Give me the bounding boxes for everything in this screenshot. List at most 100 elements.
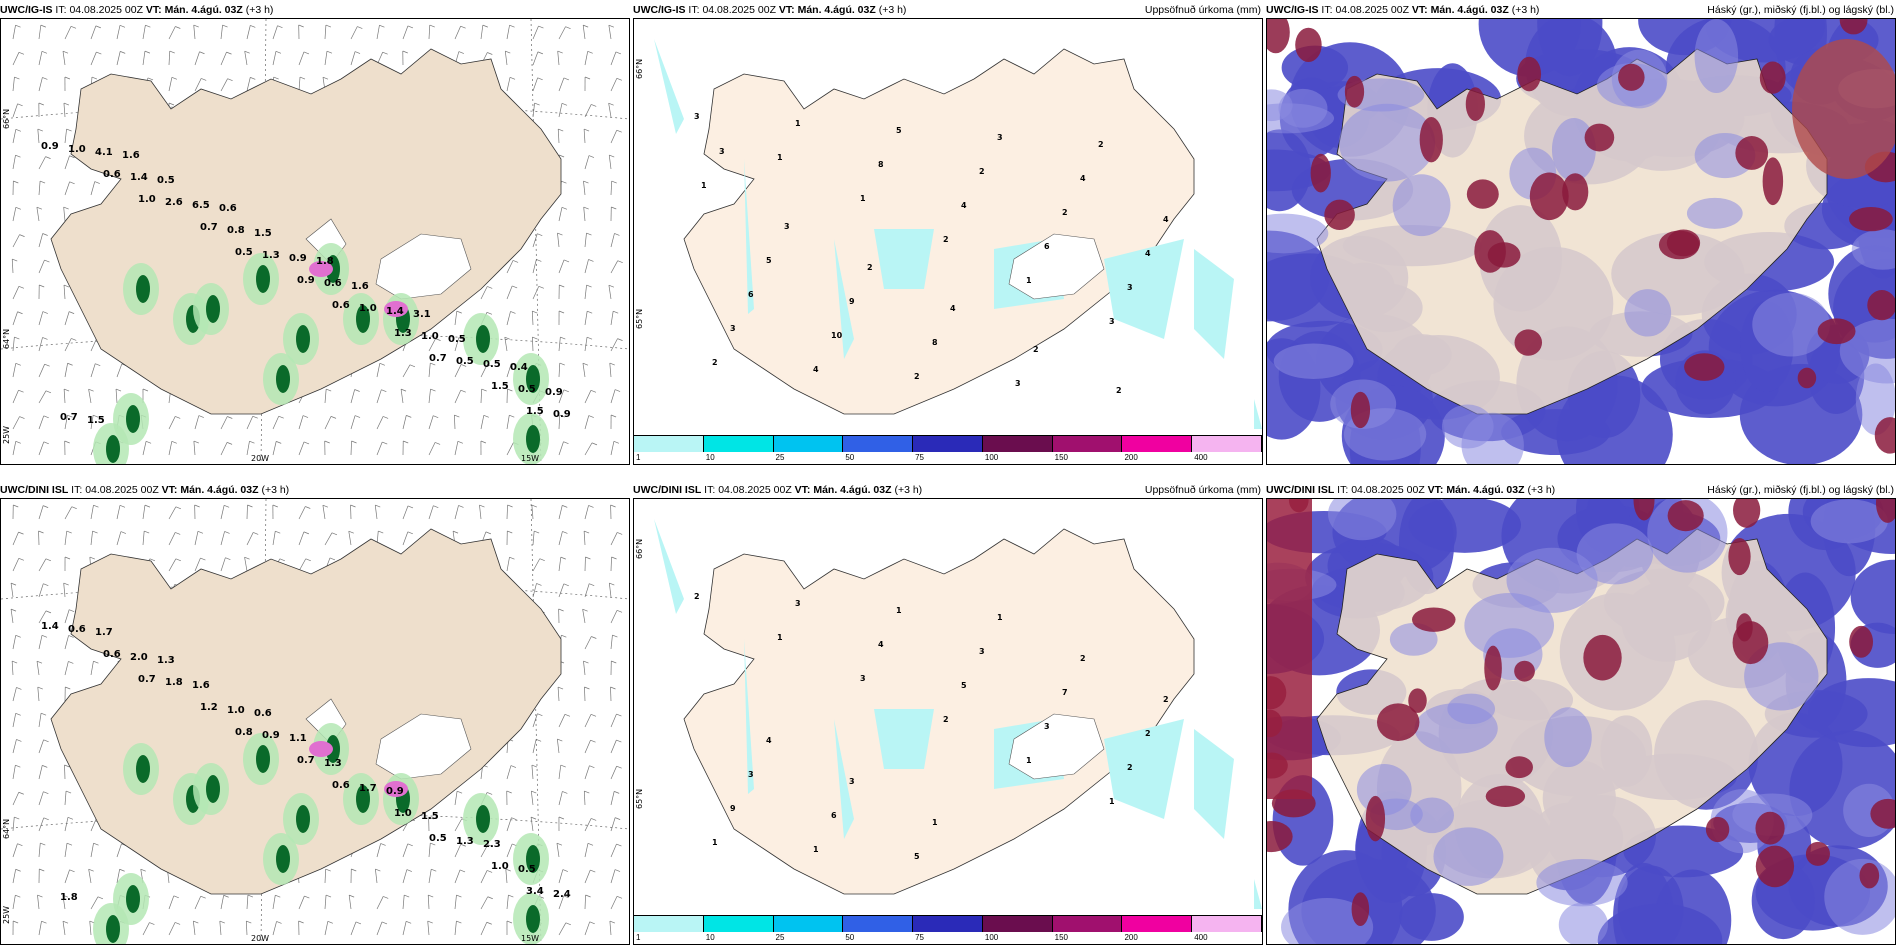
it-label: IT: <box>1337 484 1349 496</box>
mid-cloud-area <box>1744 642 1819 711</box>
wind-barb-flag <box>460 843 466 847</box>
wind-barb-flag <box>145 441 152 444</box>
wind-barb-flag <box>505 50 511 54</box>
precip-value-label: 1.0 <box>394 808 412 819</box>
wind-barb-flag <box>200 557 206 561</box>
wind-barb <box>532 583 537 598</box>
wind-barb-flag <box>617 532 623 535</box>
wind-barb <box>324 868 327 884</box>
wind-barb <box>246 532 254 546</box>
low-cloud-area <box>1267 129 1311 212</box>
precip-value-label: 1.0 <box>227 705 245 716</box>
wind-barb-flag <box>616 610 623 613</box>
colorbar-cell <box>773 916 844 932</box>
precip-value-label: 10 <box>831 331 843 340</box>
wind-barb <box>12 337 15 352</box>
wind-barb <box>584 765 590 780</box>
wind-barb-flag <box>15 154 21 158</box>
wind-barb-flag <box>591 818 597 821</box>
wind-barb-flag <box>537 77 543 81</box>
wind-barb <box>63 207 66 222</box>
wind-barb-flag <box>536 583 542 586</box>
colorbar-cells <box>634 916 1262 932</box>
wind-barb <box>348 531 352 546</box>
precip-value-label: 2 <box>1145 729 1151 738</box>
iceland-land <box>683 528 1195 895</box>
wind-barb-flag <box>609 582 615 586</box>
high-cloud-area <box>1684 353 1725 381</box>
wind-barb-flag <box>614 389 621 392</box>
wind-barb <box>38 51 43 66</box>
wind-barb-flag <box>12 258 18 262</box>
precip-value-label: 4 <box>766 736 772 745</box>
colorbar-cell <box>1192 916 1262 932</box>
precip-labels: 0.91.00.50.60.71.50.60.70.91.31.51.02.61… <box>41 141 571 426</box>
wind-barb <box>531 765 534 780</box>
colorbar-cell <box>1052 916 1123 932</box>
lat-label-64: 64°N <box>2 819 11 839</box>
precip-value-label: 4 <box>950 304 956 313</box>
it-value: 04.08.2025 00Z <box>1335 4 1409 16</box>
wind-barb-flag <box>13 920 19 924</box>
wind-barb-flag <box>168 102 175 106</box>
wind-barb <box>583 531 586 546</box>
wind-barb <box>90 25 97 40</box>
wind-barb <box>506 557 510 572</box>
wind-barb-flag <box>588 505 594 508</box>
wind-barb <box>584 740 591 754</box>
wind-barb-flag <box>586 232 592 236</box>
precip-value-label: 1.3 <box>262 250 280 261</box>
wind-barb <box>298 415 304 430</box>
wind-barb-flag <box>244 50 250 54</box>
wind-barb-flag <box>324 440 330 444</box>
wind-barb-flag <box>610 504 616 508</box>
precip-value-label: 5 <box>961 681 967 690</box>
wind-barb-flag <box>454 414 460 418</box>
colorbar-tick: 100 <box>984 453 999 462</box>
wind-barb-flag <box>354 415 361 418</box>
precip-value-label: 0.7 <box>138 674 156 685</box>
wind-barb-flag <box>381 389 387 393</box>
wind-barb-flag <box>559 284 565 288</box>
precip-value-label: 4 <box>878 640 884 649</box>
precip-value-label: 4 <box>813 365 819 374</box>
wind-barb-flag <box>36 660 43 664</box>
wind-barb <box>584 415 590 430</box>
wind-barb-flag <box>512 260 519 263</box>
wind-barb <box>402 531 409 546</box>
wind-barb <box>504 337 508 352</box>
graticule <box>1 583 629 600</box>
wind-barb-flag <box>227 78 233 81</box>
precip-value-label: 5 <box>896 126 902 135</box>
wind-barb <box>584 337 588 352</box>
colorbar-tick: 10 <box>705 933 715 942</box>
wind-barb <box>322 505 326 520</box>
it-label: IT: <box>704 484 716 496</box>
wind-barb <box>376 363 381 378</box>
vt-value: Mán. 4.ágú. 03Z <box>164 4 243 16</box>
high-cloud-area <box>1667 500 1704 532</box>
wind-barb <box>64 129 67 144</box>
wind-barb-flag <box>427 920 433 924</box>
wind-barb-flag <box>536 259 542 262</box>
wind-barb-flag <box>616 765 622 769</box>
wind-barb-flag <box>382 51 388 55</box>
wind-barb-flag <box>561 206 568 210</box>
precip-value-label: 0.5 <box>456 356 474 367</box>
precip-area-heavy <box>356 305 370 333</box>
precip-value-label: 8 <box>878 160 884 169</box>
wind-barb-flag <box>534 102 540 106</box>
wind-barb <box>38 843 41 858</box>
mid-cloud-area <box>1267 103 1335 134</box>
wind-barb <box>608 103 612 118</box>
wind-barb <box>38 739 44 754</box>
wind-barb <box>558 791 563 806</box>
precip-value-label: 0.8 <box>227 225 245 236</box>
wind-barb <box>38 505 44 520</box>
precip-value-label: 1 <box>1109 797 1115 806</box>
wind-barb-flag <box>560 336 566 340</box>
wind-barb-flag <box>71 338 77 341</box>
wind-barb <box>142 922 150 936</box>
wind-barb <box>582 363 586 378</box>
wind-barb-flag <box>614 233 620 236</box>
